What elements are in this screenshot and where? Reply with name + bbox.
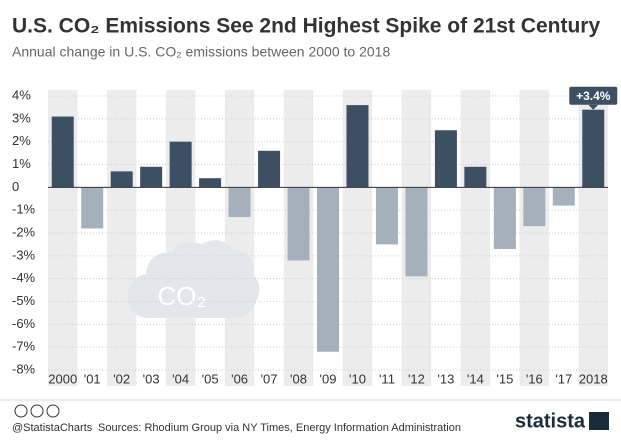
brand-icon [589, 412, 609, 430]
x-tick-label: '02 [113, 371, 130, 386]
x-tick-label: '08 [290, 371, 307, 386]
bar [258, 150, 281, 188]
y-tick-label: 4% [12, 87, 31, 102]
bar [287, 187, 310, 261]
bar [169, 141, 192, 188]
y-tick-label: 1% [12, 156, 31, 171]
value-label: +3.4% [576, 89, 611, 103]
y-tick-label: -6% [12, 316, 36, 331]
bar [493, 187, 516, 249]
x-tick-label: '07 [261, 371, 278, 386]
column-band [106, 90, 137, 386]
x-tick-label: 2000 [48, 371, 77, 386]
x-tick-label: '03 [143, 371, 160, 386]
y-tick-label: -3% [12, 247, 36, 262]
bar [228, 187, 251, 218]
y-tick-label: -8% [12, 361, 36, 376]
x-tick-label: '10 [349, 371, 366, 386]
x-tick-label: 2018 [579, 371, 608, 386]
y-tick-label: -1% [12, 202, 36, 217]
x-tick-label: '01 [84, 371, 101, 386]
chart-title: U.S. CO₂ Emissions See 2nd Highest Spike… [12, 15, 600, 38]
bar [523, 187, 546, 227]
value-label-pointer [588, 104, 599, 110]
cloud [128, 240, 260, 318]
y-tick-label: 3% [12, 110, 31, 125]
bar [51, 116, 74, 188]
x-tick-label: '14 [467, 371, 484, 386]
bar [346, 105, 369, 188]
plot: 4% 3% 2% 1% 0 -1% -2% -3% -4% -5% -6% -7% -8% 2000 '01… [12, 86, 618, 386]
bar [375, 187, 398, 245]
column-band [460, 90, 491, 386]
y-tick-label: 2% [12, 133, 31, 148]
bar [552, 187, 575, 206]
bar [199, 178, 222, 188]
value-label-box [569, 86, 618, 105]
bar [582, 109, 605, 188]
icon-label: CO₂ [157, 281, 206, 311]
x-tick-label: '17 [555, 371, 572, 386]
bar [81, 187, 104, 229]
chart-subtitle: Annual change in U.S. CO₂ emissions betw… [12, 44, 390, 60]
bar [317, 187, 339, 352]
x-tick-label: '06 [231, 371, 248, 386]
footer-handle: @StatistaCharts [12, 422, 93, 434]
y-tick-label: -7% [12, 339, 36, 354]
x-tick-label: '04 [172, 371, 189, 386]
co2-icon: CO₂ [128, 240, 260, 318]
brand: statista [515, 410, 586, 432]
bar [434, 130, 457, 188]
footer-source: Sources: Rhodium Group via NY Times, Ene… [98, 422, 461, 434]
column-band [224, 90, 255, 386]
bar [464, 166, 487, 188]
y-tick-label: -4% [12, 270, 36, 285]
y-tick-label: -2% [12, 224, 36, 239]
nd-icon [46, 404, 60, 418]
x-tick-label: '16 [526, 371, 543, 386]
x-tick-label: '13 [437, 371, 454, 386]
y-tick-label: 0 [12, 179, 19, 194]
x-tick-label: '12 [408, 371, 425, 386]
column-band [519, 90, 550, 386]
x-tick-label: '15 [496, 371, 513, 386]
bar [110, 171, 133, 188]
by-icon [30, 404, 44, 418]
column-band [165, 90, 196, 386]
x-tick-label: '09 [320, 371, 337, 386]
y-tick-label: -5% [12, 293, 36, 308]
bar [140, 166, 163, 188]
cc-icon [14, 404, 28, 418]
bar [405, 187, 428, 277]
x-tick-label: '11 [379, 371, 395, 386]
x-tick-label: '05 [202, 371, 219, 386]
